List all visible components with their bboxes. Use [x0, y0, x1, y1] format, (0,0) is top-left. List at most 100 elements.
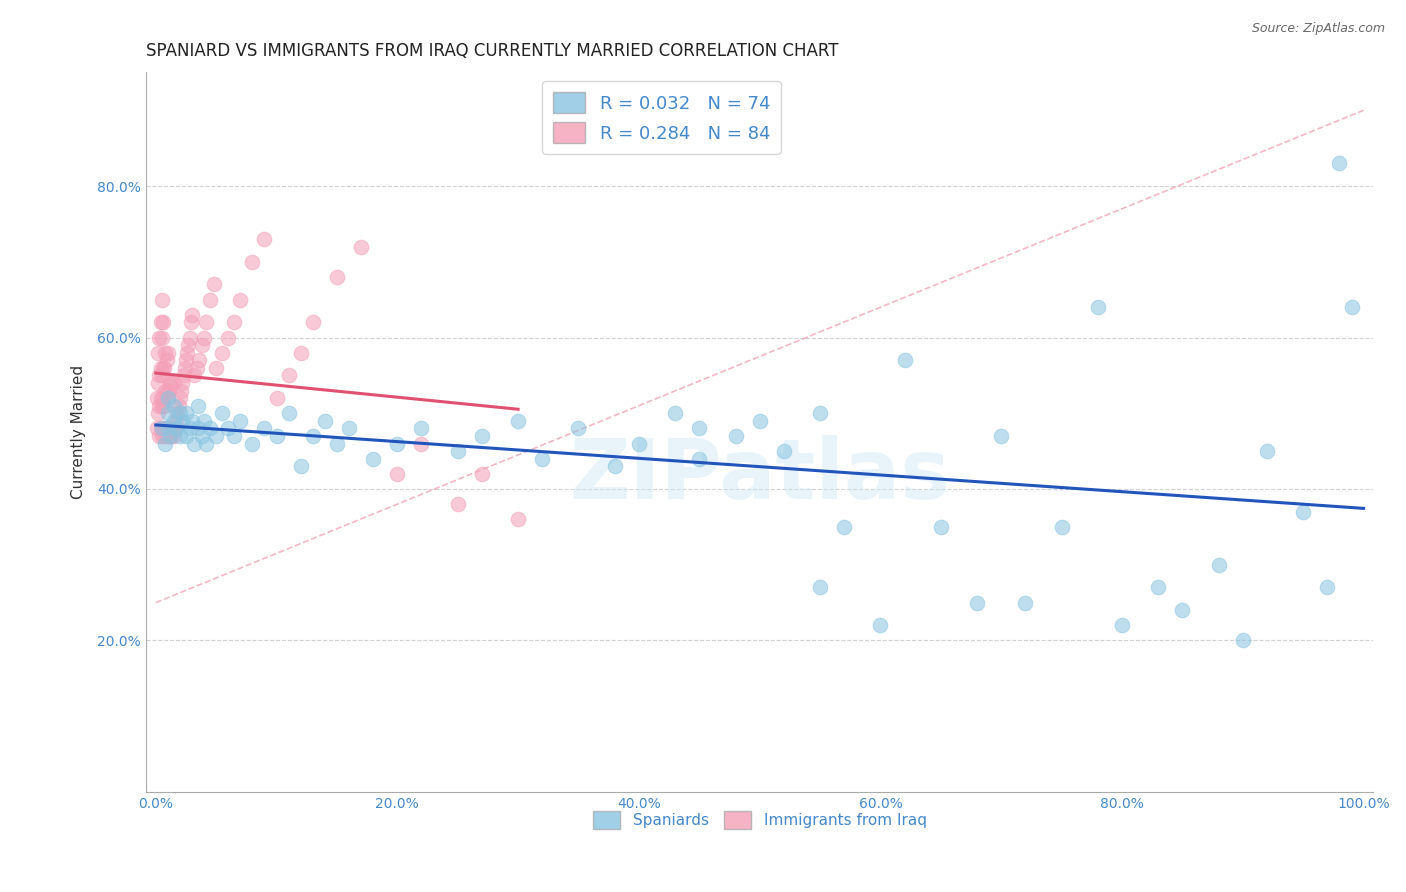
Point: [929, 520, 952, 534]
Point: [155, 436, 177, 450]
Point: [387, 436, 409, 450]
Point: [165, 421, 187, 435]
Point: [567, 421, 589, 435]
Point: [531, 451, 554, 466]
Point: [152, 421, 174, 435]
Point: [1111, 618, 1133, 632]
Point: [174, 429, 197, 443]
Point: [148, 399, 170, 413]
Point: [198, 421, 221, 435]
Point: [990, 429, 1012, 443]
Point: [163, 414, 186, 428]
Point: [832, 520, 855, 534]
Point: [506, 512, 529, 526]
Point: [156, 406, 179, 420]
Point: [169, 429, 191, 443]
Point: [326, 436, 349, 450]
Point: [146, 391, 169, 405]
Point: [242, 254, 264, 268]
Point: [253, 421, 276, 435]
Point: [181, 308, 204, 322]
Point: [148, 368, 170, 383]
Point: [152, 391, 174, 405]
Point: [153, 360, 176, 375]
Point: [159, 429, 181, 443]
Point: [603, 459, 626, 474]
Point: [173, 360, 195, 375]
Point: [166, 421, 188, 435]
Point: [153, 429, 176, 443]
Point: [176, 345, 198, 359]
Point: [1014, 596, 1036, 610]
Point: [163, 376, 186, 390]
Point: [193, 414, 215, 428]
Point: [150, 293, 173, 307]
Point: [195, 436, 218, 450]
Point: [266, 391, 288, 405]
Point: [179, 421, 201, 435]
Point: [153, 399, 176, 413]
Point: [165, 414, 187, 428]
Point: [1208, 558, 1230, 572]
Point: [808, 406, 831, 420]
Point: [190, 338, 212, 352]
Point: [156, 391, 179, 405]
Text: Source: ZipAtlas.com: Source: ZipAtlas.com: [1251, 22, 1385, 36]
Point: [163, 399, 186, 413]
Point: [149, 315, 172, 329]
Point: [159, 429, 181, 443]
Point: [217, 421, 239, 435]
Point: [155, 421, 177, 435]
Point: [688, 451, 710, 466]
Point: [202, 277, 225, 292]
Point: [162, 421, 184, 435]
Point: [724, 429, 747, 443]
Point: [314, 414, 336, 428]
Point: [1147, 581, 1170, 595]
Point: [290, 459, 312, 474]
Point: [148, 330, 170, 344]
Point: [160, 429, 183, 443]
Point: [229, 414, 252, 428]
Point: [350, 239, 373, 253]
Point: [266, 429, 288, 443]
Point: [337, 421, 360, 435]
Point: [253, 232, 276, 246]
Point: [966, 596, 988, 610]
Point: [181, 414, 204, 428]
Point: [172, 376, 194, 390]
Point: [156, 353, 179, 368]
Point: [361, 451, 384, 466]
Point: [160, 376, 183, 390]
Point: [149, 360, 172, 375]
Point: [1171, 603, 1194, 617]
Point: [148, 429, 170, 443]
Point: [893, 353, 915, 368]
Point: [326, 269, 349, 284]
Point: [146, 376, 169, 390]
Point: [156, 421, 179, 435]
Point: [211, 345, 233, 359]
Point: [156, 384, 179, 398]
Point: [277, 406, 299, 420]
Point: [229, 293, 252, 307]
Point: [177, 338, 200, 352]
Point: [152, 315, 174, 329]
Point: [688, 421, 710, 435]
Point: [869, 618, 891, 632]
Point: [169, 391, 191, 405]
Point: [224, 429, 246, 443]
Point: [387, 467, 409, 481]
Point: [179, 330, 201, 344]
Point: [183, 368, 205, 383]
Point: [170, 384, 193, 398]
Point: [187, 399, 209, 413]
Point: [174, 406, 197, 420]
Point: [411, 436, 433, 450]
Point: [224, 315, 246, 329]
Point: [411, 421, 433, 435]
Point: [149, 391, 172, 405]
Point: [242, 436, 264, 450]
Point: [163, 429, 186, 443]
Point: [150, 429, 173, 443]
